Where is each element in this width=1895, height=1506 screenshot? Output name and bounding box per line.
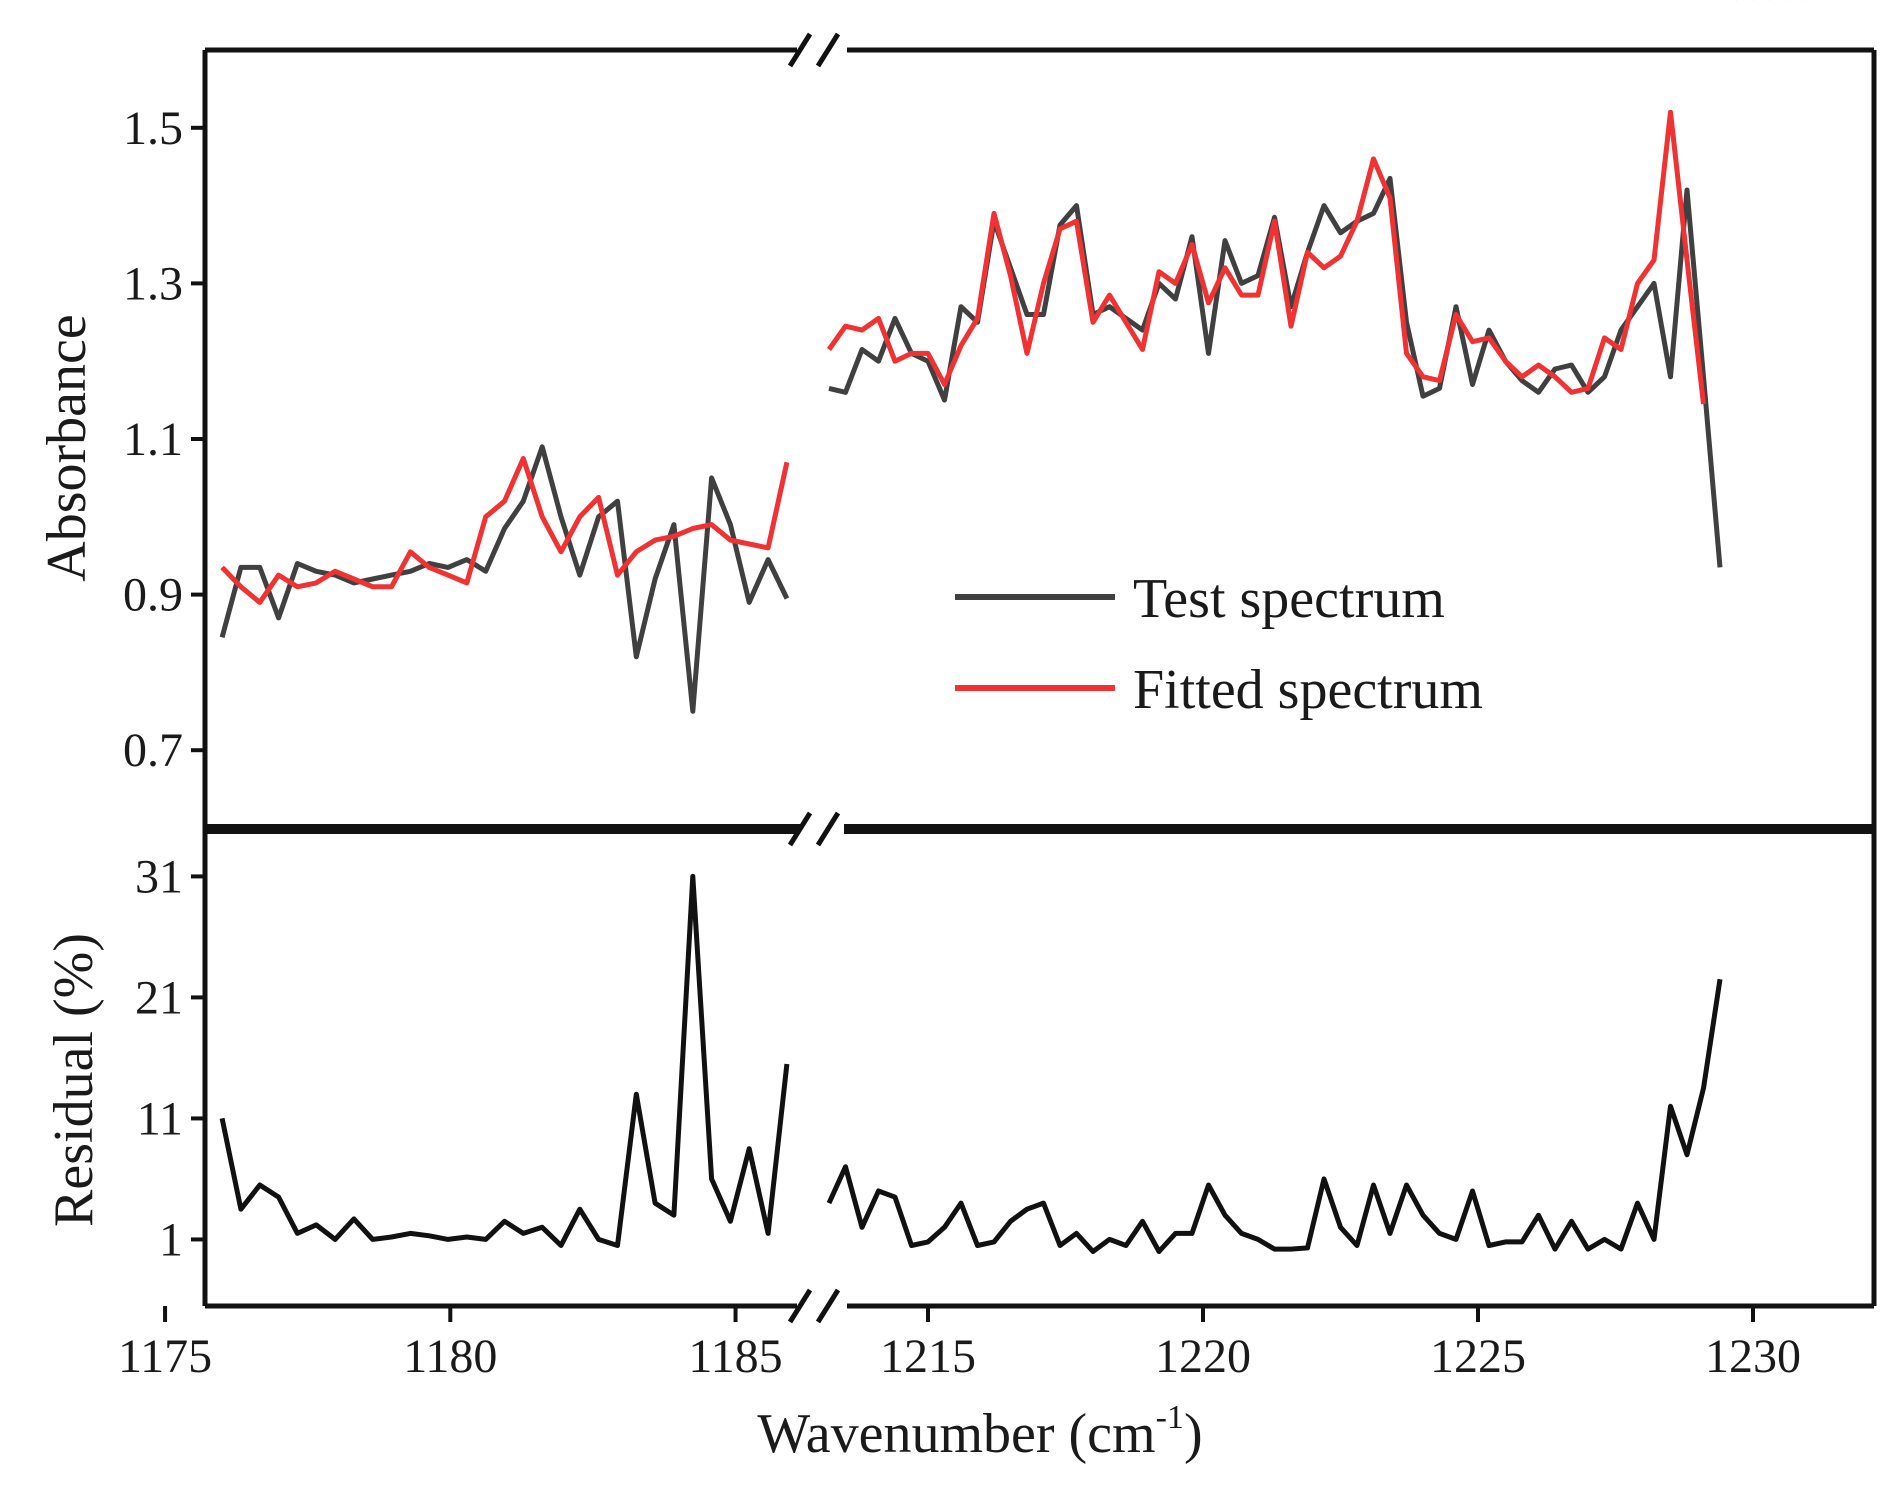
y-tick-label-absorbance: 0.9 bbox=[123, 569, 183, 622]
legend: Test spectrum Fitted spectrum bbox=[955, 568, 1483, 721]
axis-break-mark bbox=[787, 1288, 813, 1324]
series-line-test-spectrum-seg0 bbox=[219, 444, 790, 714]
x-tick-label: 1215 bbox=[880, 1330, 976, 1383]
axes-frame bbox=[202, 32, 1877, 1324]
legend-label-fitted: Fitted spectrum bbox=[1133, 659, 1483, 721]
x-tick-label: 1225 bbox=[1430, 1330, 1526, 1383]
x-tick-label: 1230 bbox=[1705, 1330, 1801, 1383]
y-tick-label-absorbance: 0.7 bbox=[123, 724, 183, 777]
residual-panel bbox=[219, 0, 1803, 1254]
y-tick-label-residual: 1 bbox=[159, 1213, 183, 1266]
y-tick-label-absorbance: 1.5 bbox=[123, 102, 183, 155]
axis-break-mark bbox=[787, 32, 813, 68]
y-tick-label-residual: 31 bbox=[135, 850, 183, 903]
tick-marks bbox=[163, 125, 1755, 1322]
x-tick-label: 1220 bbox=[1155, 1330, 1251, 1383]
axis-break-mark bbox=[815, 1288, 841, 1324]
y-axis-title-residual: Residual (%) bbox=[43, 933, 105, 1227]
absorbance-panel bbox=[219, 0, 1803, 714]
y-tick-label-residual: 21 bbox=[135, 971, 183, 1024]
y-tick-label-absorbance: 1.1 bbox=[123, 413, 183, 466]
x-tick-label: 1185 bbox=[688, 1330, 782, 1383]
legend-label-test: Test spectrum bbox=[1133, 568, 1445, 630]
y-tick-label-absorbance: 1.3 bbox=[123, 257, 183, 310]
axis-break-mark bbox=[815, 32, 841, 68]
x-tick-label: 1175 bbox=[118, 1330, 212, 1383]
series-line-residual-seg1 bbox=[826, 978, 1723, 1254]
series-line-residual-seg0 bbox=[219, 873, 790, 1248]
axis-break-mark bbox=[787, 811, 813, 847]
x-tick-label: 1180 bbox=[403, 1330, 497, 1383]
y-tick-label-residual: 11 bbox=[137, 1092, 183, 1145]
axis-break-mark bbox=[815, 811, 841, 847]
x-axis-title: Wavenumber (cm-1) bbox=[757, 1399, 1202, 1465]
series-line-fitted-spectrum-seg1 bbox=[826, 109, 1706, 405]
y-axis-title-absorbance: Absorbance bbox=[36, 314, 98, 581]
